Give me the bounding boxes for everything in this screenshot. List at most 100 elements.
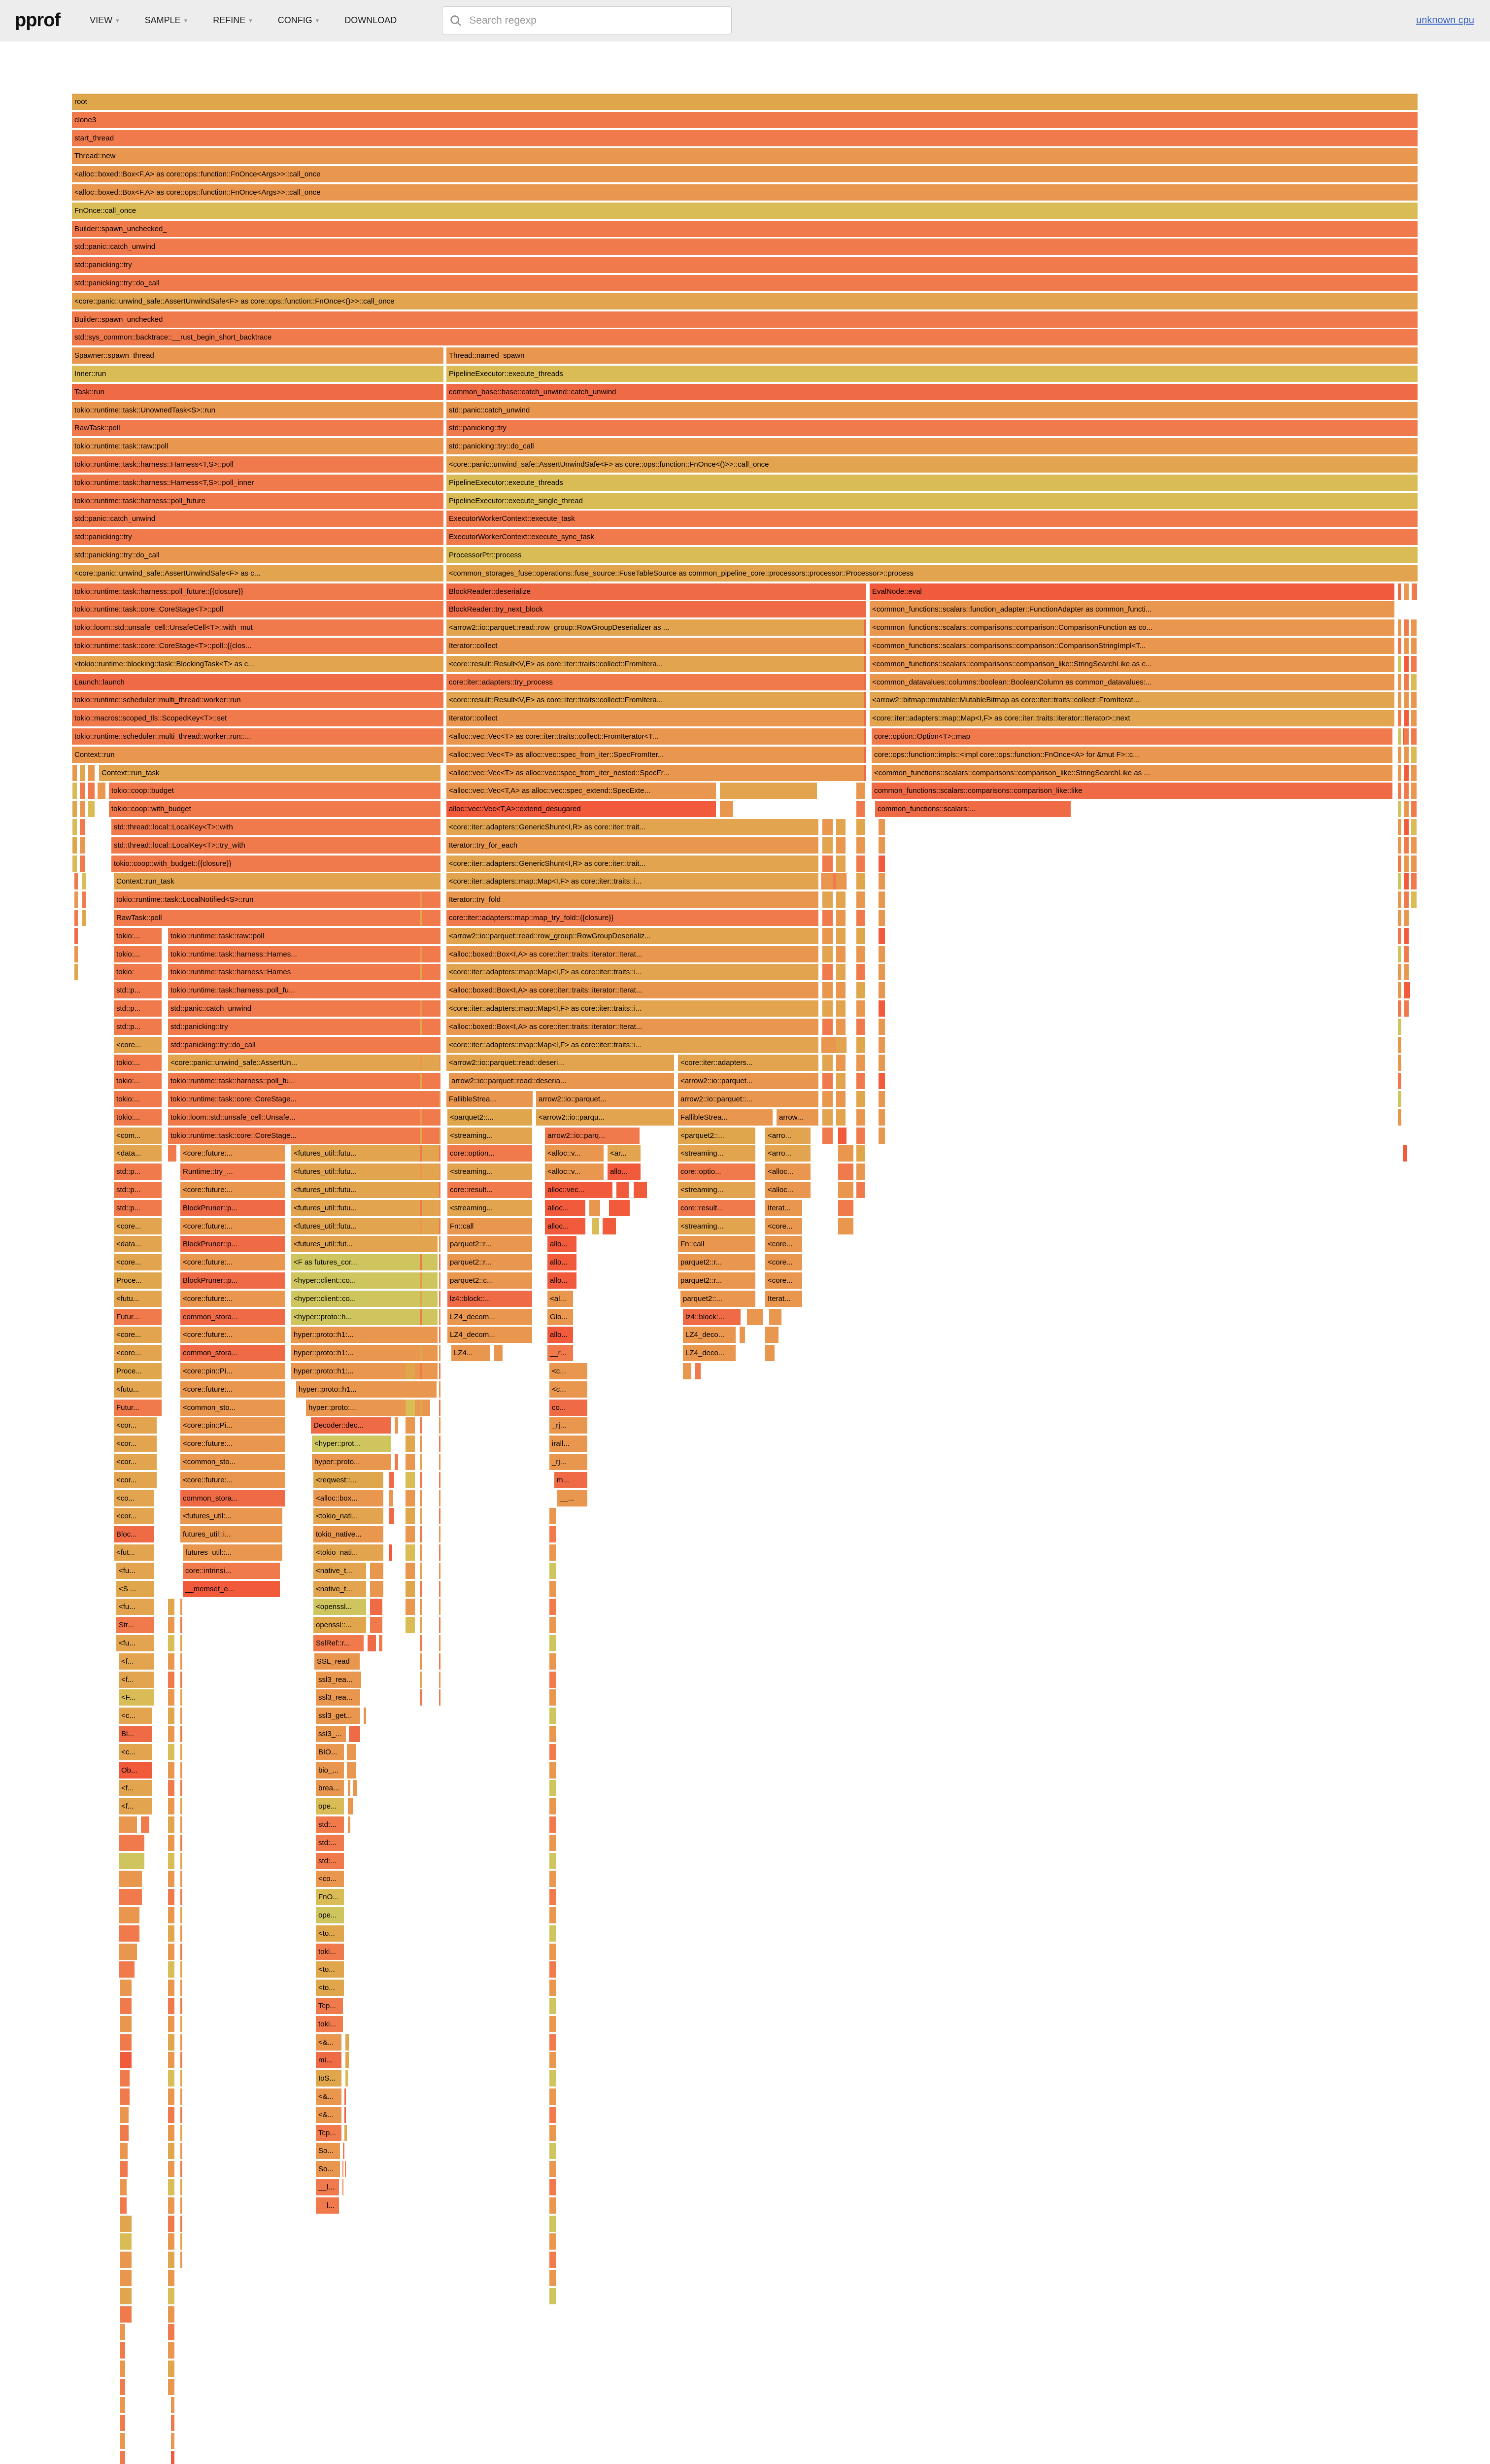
flame-frame[interactable]: <alloc::v...: [545, 1164, 604, 1180]
flame-frame[interactable]: [856, 1128, 865, 1144]
flame-frame[interactable]: [180, 2034, 182, 2051]
flame-frame[interactable]: [1404, 856, 1409, 872]
flame-frame[interactable]: [180, 1998, 182, 2014]
flame-frame[interactable]: [1404, 946, 1409, 962]
flame-frame[interactable]: [180, 1708, 182, 1724]
flame-frame[interactable]: [120, 2070, 130, 2087]
flame-frame[interactable]: <tokio_nati...: [313, 1508, 383, 1524]
flame-frame[interactable]: [180, 2143, 182, 2159]
flame-frame[interactable]: Context::run_task: [99, 765, 440, 781]
flame-frame[interactable]: [168, 1708, 174, 1724]
flame-frame[interactable]: [856, 928, 865, 944]
flame-frame[interactable]: arrow2::io::parquet::read::deseria...: [449, 1073, 674, 1089]
flame-frame[interactable]: [347, 1744, 356, 1760]
flame-frame[interactable]: <to...: [316, 1980, 344, 1996]
flame-frame[interactable]: <&...: [316, 2107, 341, 2123]
flame-frame[interactable]: [1398, 964, 1401, 980]
flame-frame[interactable]: co...: [549, 1400, 587, 1416]
flame-frame[interactable]: [836, 946, 846, 962]
flame-frame[interactable]: <arrow2::io::parqu...: [536, 1109, 674, 1126]
flame-frame[interactable]: [180, 1726, 182, 1742]
flame-frame[interactable]: <alloc::vec::Vec<T,A> as alloc::vec::spe…: [446, 783, 716, 799]
flame-frame[interactable]: common_functions::scalars:...: [875, 801, 1071, 817]
flame-frame[interactable]: allo...: [547, 1327, 573, 1343]
flame-frame[interactable]: [1411, 801, 1417, 817]
flame-frame[interactable]: toki...: [316, 1944, 344, 1960]
flame-frame[interactable]: LZ4_deco...: [683, 1327, 736, 1343]
flame-frame[interactable]: [420, 910, 422, 926]
flame-frame[interactable]: [1398, 1000, 1401, 1017]
flame-frame[interactable]: tokio::runtime::scheduler::multi_thread:…: [72, 692, 443, 708]
flame-frame[interactable]: std::panicking::try: [446, 420, 1418, 436]
flame-frame[interactable]: ProcessorPtr::process: [446, 547, 1418, 563]
flame-frame[interactable]: [168, 2361, 174, 2377]
flame-frame[interactable]: [168, 1980, 174, 1996]
flame-frame[interactable]: [1398, 656, 1401, 672]
flame-frame[interactable]: <F...: [119, 1689, 154, 1706]
flame-frame[interactable]: [168, 1871, 174, 1887]
flame-frame[interactable]: std::panicking::try::do_call: [446, 438, 1418, 454]
flame-frame[interactable]: Iterat...: [765, 1200, 802, 1216]
flame-frame[interactable]: [439, 1472, 440, 1488]
flame-frame[interactable]: tokio:...: [114, 928, 162, 944]
flame-frame[interactable]: [856, 1037, 865, 1053]
flame-frame[interactable]: [72, 819, 77, 835]
flame-frame[interactable]: std::panic::catch_unwind: [446, 402, 1418, 418]
flame-frame[interactable]: [439, 1272, 440, 1289]
flame-frame[interactable]: tokio::runtime::task::core::CoreStage<T>…: [72, 601, 443, 617]
flame-frame[interactable]: [856, 946, 865, 962]
flame-frame[interactable]: <futures_util::futu...: [291, 1200, 440, 1216]
flame-frame[interactable]: <streaming...: [678, 1145, 755, 1162]
flame-frame[interactable]: <streaming...: [447, 1164, 532, 1180]
flame-frame[interactable]: Task::run: [72, 384, 443, 400]
flame-frame[interactable]: brea...: [316, 1780, 344, 1796]
flame-frame[interactable]: [439, 1689, 440, 1706]
flame-frame[interactable]: [1398, 856, 1401, 872]
flame-frame[interactable]: [420, 1109, 422, 1126]
flame-frame[interactable]: std::panicking::try::do_call: [72, 275, 1418, 291]
flame-frame[interactable]: <&...: [316, 2088, 341, 2105]
flame-frame[interactable]: [549, 2034, 556, 2051]
flame-frame[interactable]: [1404, 619, 1409, 636]
flame-frame[interactable]: [822, 928, 833, 944]
flame-frame[interactable]: <core::future:...: [180, 1145, 285, 1162]
flame-frame[interactable]: <hyper::client::co...: [291, 1291, 438, 1307]
flame-frame[interactable]: [420, 982, 422, 998]
flame-frame[interactable]: [822, 819, 833, 835]
flame-frame[interactable]: [420, 1309, 422, 1325]
flame-frame[interactable]: [406, 1454, 415, 1470]
flame-frame[interactable]: ssl3_get...: [316, 1708, 360, 1724]
flame-frame[interactable]: [168, 1961, 174, 1978]
flame-frame[interactable]: [420, 1526, 422, 1542]
flame-frame[interactable]: [168, 1653, 174, 1670]
flame-frame[interactable]: [822, 837, 833, 854]
flame-frame[interactable]: <core...: [114, 1037, 162, 1053]
flame-frame[interactable]: [180, 1925, 182, 1942]
flame-frame[interactable]: <data...: [114, 1236, 162, 1252]
flame-frame[interactable]: [549, 1544, 556, 1561]
flame-frame[interactable]: [120, 2161, 128, 2177]
flame-frame[interactable]: <f...: [119, 1653, 154, 1670]
flame-frame[interactable]: [549, 1961, 556, 1978]
flame-frame[interactable]: tokio::runtime::task::harness::Harness<T…: [72, 456, 443, 473]
flame-frame[interactable]: [1411, 873, 1417, 890]
flame-frame[interactable]: parquet2::r...: [678, 1254, 755, 1270]
flame-frame[interactable]: [549, 1726, 556, 1742]
flame-frame[interactable]: [838, 1182, 853, 1198]
flame-frame[interactable]: [406, 1508, 415, 1524]
flame-frame[interactable]: <streaming...: [447, 1200, 532, 1216]
flame-frame[interactable]: [439, 1526, 440, 1542]
flame-frame[interactable]: [180, 2252, 182, 2268]
flame-frame[interactable]: [119, 1853, 144, 1869]
flame-frame[interactable]: [1398, 1055, 1401, 1071]
flame-frame[interactable]: [1404, 837, 1409, 854]
flame-frame[interactable]: tokio::coop::budget: [109, 783, 440, 799]
flame-frame[interactable]: [856, 1091, 865, 1107]
flame-frame[interactable]: [836, 928, 846, 944]
flame-frame[interactable]: tokio::runtime::task::raw::poll: [72, 438, 443, 454]
flame-frame[interactable]: std::panicking::try: [72, 529, 443, 545]
flame-frame[interactable]: std::panic::catch_unwind: [72, 511, 443, 527]
flame-frame[interactable]: tokio::runtime::task::harness::poll_futu…: [72, 493, 443, 509]
flame-frame[interactable]: [1398, 819, 1401, 835]
flame-frame[interactable]: <core::future:...: [180, 1436, 285, 1452]
